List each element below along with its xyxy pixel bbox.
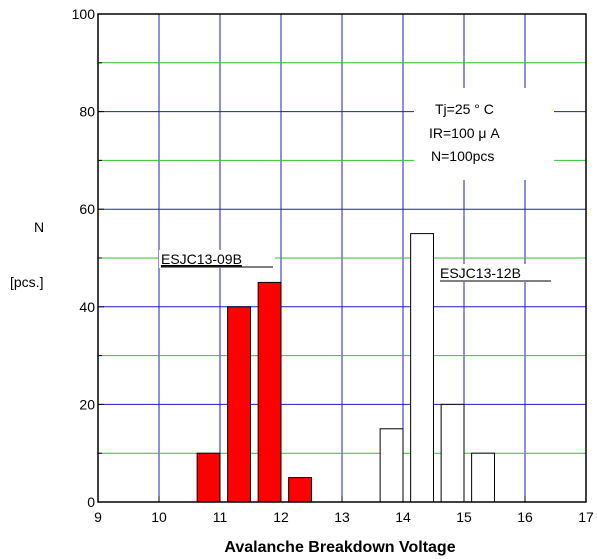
y-tick-label: 0 — [87, 494, 95, 510]
y-tick-label: 20 — [79, 396, 95, 412]
bar-red-3 — [288, 477, 312, 503]
x-tick-label: 17 — [578, 509, 594, 525]
annotation-line-2: IR=100 μ A — [429, 125, 500, 141]
bar-white-0 — [379, 428, 404, 503]
x-tick-label: 14 — [395, 509, 411, 525]
series-label-white: ESJC13-12B — [438, 264, 554, 282]
y-tick-label: 100 — [72, 6, 96, 22]
y-axis-ticks: 0 20 40 60 80 100 — [72, 6, 104, 510]
x-axis-ticks: 9 10 11 12 13 14 15 16 17 — [94, 496, 594, 525]
bar-red-0 — [196, 452, 221, 503]
y-tick-label: 80 — [79, 104, 95, 120]
bar-white-3 — [471, 452, 495, 503]
annotation-line-1: Tj=25 ° C — [435, 101, 494, 117]
bar-white-1 — [410, 233, 434, 503]
bar-red-2 — [257, 281, 282, 503]
series-label-red: ESJC13-09B — [159, 250, 275, 268]
annotation-box: Tj=25 ° C IR=100 μ A N=100pcs — [414, 88, 554, 180]
y-tick-label: 40 — [79, 299, 95, 315]
x-tick-label: 9 — [94, 509, 102, 525]
svg-text:ESJC13-12B: ESJC13-12B — [440, 265, 521, 281]
x-tick-label: 16 — [517, 509, 533, 525]
bar-white-2 — [440, 403, 465, 503]
x-tick-label: 15 — [456, 509, 472, 525]
bars — [196, 233, 495, 503]
bar-red-1 — [227, 306, 251, 503]
annotation-line-3: N=100pcs — [431, 148, 494, 164]
x-tick-label: 13 — [334, 509, 350, 525]
y-tick-label: 60 — [79, 201, 95, 217]
x-axis-label: Avalanche Breakdown Voltage — [224, 539, 455, 556]
y-axis-unit: [pcs.] — [10, 274, 43, 290]
svg-text:ESJC13-09B: ESJC13-09B — [161, 251, 242, 267]
x-tick-label: 11 — [213, 509, 228, 525]
x-tick-label: 10 — [151, 509, 167, 525]
y-axis-label: N — [34, 219, 44, 235]
x-tick-label: 12 — [273, 509, 289, 525]
